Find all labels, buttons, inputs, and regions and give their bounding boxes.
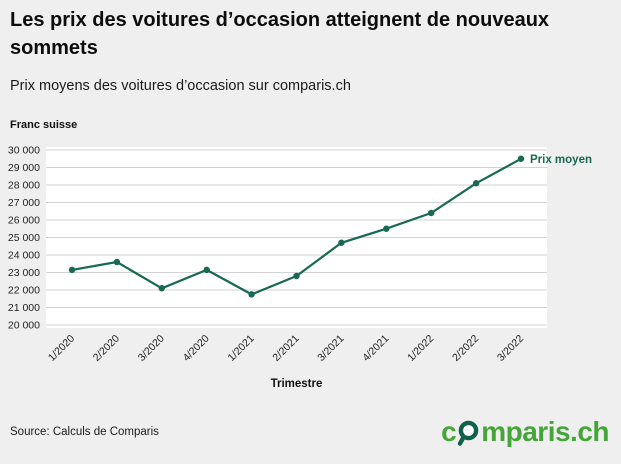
page-title: Les prix des voitures d’occasion atteign… <box>10 9 550 59</box>
svg-text:3/2021: 3/2021 <box>315 333 346 364</box>
svg-text:Trimestre: Trimestre <box>271 378 323 390</box>
svg-text:23 000: 23 000 <box>8 267 40 279</box>
svg-text:4/2020: 4/2020 <box>181 333 212 364</box>
svg-text:27 000: 27 000 <box>8 197 40 209</box>
source-note: Source: Calculs de Comparis <box>10 426 159 438</box>
svg-text:22 000: 22 000 <box>8 285 40 297</box>
logo-text-prefix: c <box>441 416 457 447</box>
comparis-logo: c mparis.ch <box>441 416 609 448</box>
svg-text:2/2022: 2/2022 <box>450 333 481 364</box>
y-axis-unit-label: Franc suisse <box>10 119 78 131</box>
page-subtitle: Prix moyens des voitures d’occasion sur … <box>10 78 351 94</box>
svg-text:24 000: 24 000 <box>8 250 40 262</box>
svg-text:2/2021: 2/2021 <box>270 333 301 364</box>
footer: Source: Calculs de Comparis c mparis.ch <box>10 412 609 452</box>
logo-text-suffix: mparis.ch <box>481 416 609 447</box>
svg-text:3/2020: 3/2020 <box>136 333 167 364</box>
svg-text:1/2022: 1/2022 <box>405 333 436 364</box>
svg-text:Prix moyen: Prix moyen <box>530 154 592 166</box>
svg-text:26 000: 26 000 <box>8 215 40 227</box>
line-chart: 20 000 21 000 22 000 23 000 24 000 25 000 26 0… <box>8 145 592 391</box>
svg-text:2/2020: 2/2020 <box>91 333 122 364</box>
svg-text:1/2021: 1/2021 <box>226 333 257 364</box>
svg-text:1/2020: 1/2020 <box>46 333 77 364</box>
svg-text:4/2021: 4/2021 <box>360 333 391 364</box>
svg-text:29 000: 29 000 <box>8 162 40 174</box>
magnifier-icon <box>458 420 479 446</box>
svg-text:25 000: 25 000 <box>8 232 40 244</box>
svg-text:21 000: 21 000 <box>8 302 40 314</box>
svg-text:20 000: 20 000 <box>8 320 40 332</box>
svg-text:30 000: 30 000 <box>8 145 40 157</box>
svg-text:3/2022: 3/2022 <box>495 333 526 364</box>
svg-text:28 000: 28 000 <box>8 180 40 192</box>
